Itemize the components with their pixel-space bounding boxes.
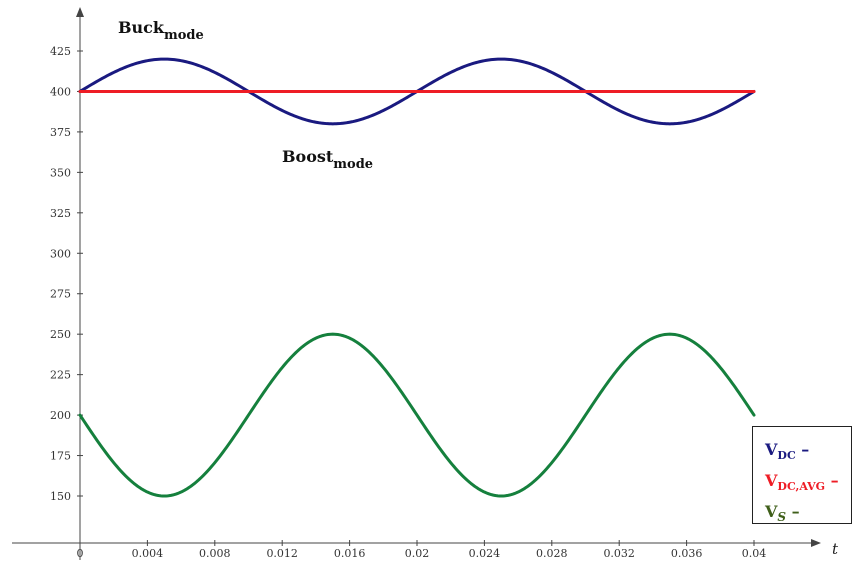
- x-tick-label: 0.008: [199, 547, 231, 560]
- x-tick-label: 0.04: [742, 547, 767, 560]
- x-tick-label: 0.004: [132, 547, 164, 560]
- x-tick-label: 0.016: [334, 547, 366, 560]
- y-tick-label: 150: [50, 490, 71, 503]
- y-tick-label: 350: [50, 166, 71, 179]
- legend-item-vdcavg: VDC,AVG –: [765, 468, 851, 499]
- y-tick-label: 425: [50, 45, 71, 58]
- legend: VDC – VDC,AVG – VS –: [752, 426, 852, 524]
- annotation-buck: Buckmode: [118, 18, 204, 43]
- legend-item-vs: VS –: [765, 499, 851, 530]
- x-tick-label: 0.036: [671, 547, 703, 560]
- y-tick-label: 275: [50, 288, 71, 301]
- x-tick-label: 0.024: [469, 547, 501, 560]
- x-tick-label: 0.02: [405, 547, 430, 560]
- legend-label-vs: VS –: [765, 502, 800, 524]
- x-tick-label: 0.028: [536, 547, 568, 560]
- x-tick-label: 0.012: [266, 547, 298, 560]
- y-tick-label: 300: [50, 247, 71, 260]
- x-tick-label: 0: [77, 547, 84, 560]
- axes: 0 0.004 0.008 0.012 0.016 0.02 0.024 0.028 0.032…: [12, 7, 839, 560]
- legend-label-vdcavg: VDC,AVG –: [765, 471, 839, 493]
- legend-item-vdc: VDC –: [765, 437, 851, 468]
- y-tick-label: 400: [50, 85, 71, 98]
- x-tick-label: 0.032: [603, 547, 635, 560]
- y-tick-label: 325: [50, 207, 71, 220]
- series-line-vs: [78, 332, 756, 498]
- y-tick-label: 200: [50, 409, 71, 422]
- y-tick-label: 250: [50, 328, 71, 341]
- annotation-boost: Boostmode: [282, 147, 373, 172]
- x-axis-label: t: [832, 540, 839, 558]
- annotation-buck-sub: mode: [164, 28, 204, 43]
- annotation-boost-main: Boost: [282, 147, 334, 166]
- y-tick-label: 375: [50, 126, 71, 139]
- annotation-boost-sub: mode: [333, 157, 373, 172]
- y-tick-label: 175: [50, 450, 71, 463]
- annotation-buck-main: Buck: [118, 18, 165, 37]
- series-layer: [78, 57, 756, 498]
- legend-label-vdc: VDC –: [765, 440, 810, 462]
- y-tick-label: 225: [50, 369, 71, 382]
